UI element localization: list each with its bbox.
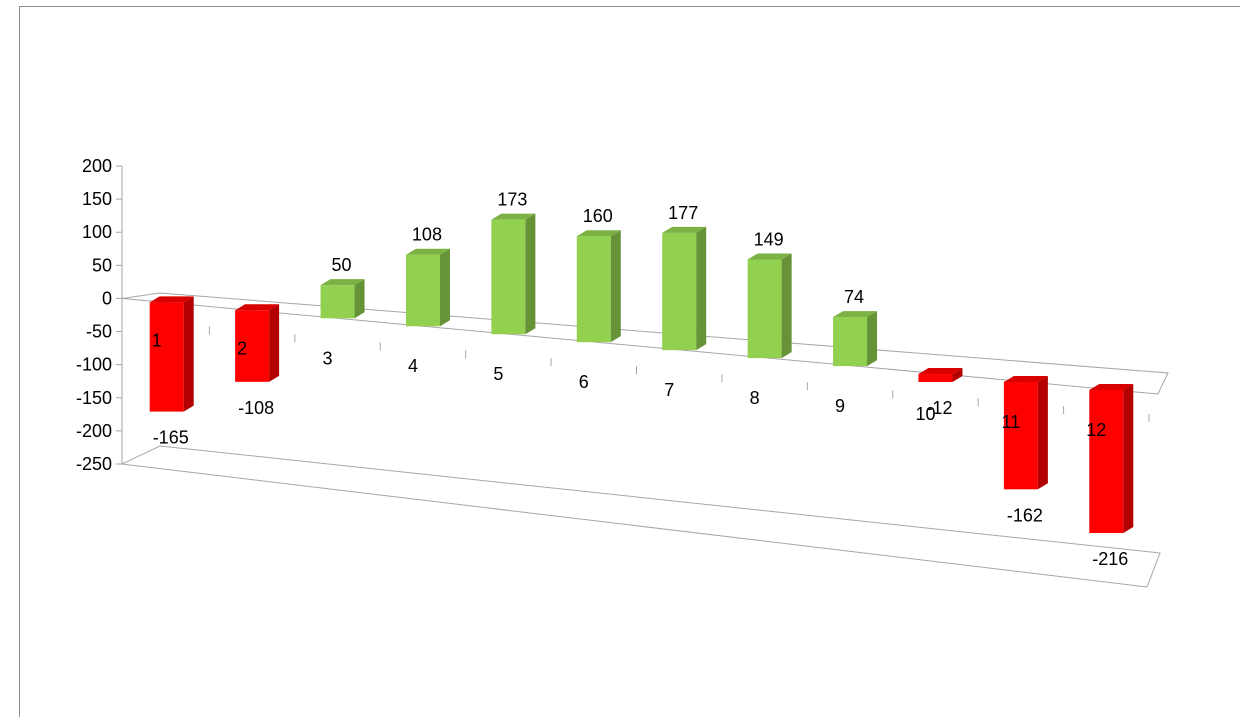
bar-10 bbox=[918, 374, 953, 382]
x-tick-label-12: 12 bbox=[1086, 420, 1106, 440]
x-tick-label-10: 10 bbox=[915, 404, 935, 424]
y-tick-label: -150 bbox=[76, 388, 112, 408]
bar-top-8 bbox=[747, 253, 792, 260]
y-tick-label: 200 bbox=[82, 156, 112, 176]
bar-side-12 bbox=[1123, 383, 1134, 534]
bar-top-10 bbox=[918, 368, 963, 375]
bar-top-9 bbox=[833, 311, 878, 318]
y-tick-label: -200 bbox=[76, 421, 112, 441]
bar-2 bbox=[235, 310, 270, 382]
y-tick-label: 150 bbox=[82, 189, 112, 209]
bar-side-4 bbox=[439, 248, 450, 327]
bar-side-11 bbox=[1037, 376, 1048, 490]
x-tick-label-2: 2 bbox=[237, 338, 247, 358]
y-tick-label: -100 bbox=[76, 355, 112, 375]
y-tick-label: 50 bbox=[92, 255, 112, 275]
bar-side-2 bbox=[269, 304, 280, 382]
y-tick-label: 100 bbox=[82, 222, 112, 242]
bar-5 bbox=[491, 219, 526, 335]
data-label-11: -162 bbox=[1007, 505, 1043, 525]
x-tick-label-3: 3 bbox=[323, 348, 333, 368]
bar-top-6 bbox=[576, 230, 621, 237]
data-label-5: 173 bbox=[497, 190, 527, 210]
bar-side-6 bbox=[610, 230, 621, 343]
bar-side-1 bbox=[183, 296, 194, 412]
data-label-12: -216 bbox=[1092, 549, 1128, 569]
chart-frame bbox=[19, 6, 1240, 717]
data-label-4: 108 bbox=[412, 225, 442, 245]
data-label-2: -108 bbox=[238, 398, 274, 418]
bar-1 bbox=[149, 302, 184, 412]
bar-12 bbox=[1089, 389, 1124, 534]
bar-3 bbox=[320, 285, 355, 319]
bar-side-10 bbox=[952, 368, 963, 382]
x-tick-label-11: 11 bbox=[1002, 412, 1021, 432]
data-label-7: 177 bbox=[668, 203, 698, 223]
bar-top-12 bbox=[1089, 383, 1134, 390]
x-tick-label-7: 7 bbox=[664, 380, 674, 400]
bar-top-4 bbox=[405, 248, 450, 255]
x-tick-label-1: 1 bbox=[152, 330, 162, 350]
bar-top-5 bbox=[491, 213, 536, 220]
x-tick-label-6: 6 bbox=[579, 372, 589, 392]
bar-top-11 bbox=[1003, 376, 1048, 383]
zero-plane bbox=[121, 292, 1169, 395]
data-label-10: -12 bbox=[926, 398, 952, 418]
bar-side-5 bbox=[525, 213, 536, 335]
bar-4 bbox=[405, 254, 440, 327]
data-label-8: 149 bbox=[754, 229, 784, 249]
x-tick-label-9: 9 bbox=[835, 396, 845, 416]
bar-6 bbox=[576, 236, 611, 343]
floor-plane bbox=[120, 445, 1161, 588]
bar-side-7 bbox=[696, 226, 707, 351]
bar-side-9 bbox=[867, 311, 878, 367]
data-label-1: -165 bbox=[153, 428, 189, 448]
data-label-6: 160 bbox=[583, 206, 613, 226]
x-tick-label-8: 8 bbox=[750, 388, 760, 408]
y-tick-label: -250 bbox=[76, 454, 112, 474]
data-label-3: 50 bbox=[332, 255, 352, 275]
y-tick-label: -50 bbox=[86, 322, 112, 342]
bar-top-1 bbox=[149, 296, 194, 303]
bar-side-3 bbox=[354, 279, 365, 319]
bar-9 bbox=[833, 317, 868, 367]
bar-top-3 bbox=[320, 279, 365, 286]
data-label-9: 74 bbox=[844, 287, 864, 307]
x-tick-label-5: 5 bbox=[493, 364, 503, 384]
bar-11 bbox=[1003, 382, 1038, 490]
bar-top-2 bbox=[235, 304, 280, 311]
bar-7 bbox=[662, 232, 697, 351]
bar-side-8 bbox=[781, 253, 792, 359]
y-tick-label: 0 bbox=[102, 288, 112, 308]
bar-8 bbox=[747, 259, 782, 359]
x-tick-label-4: 4 bbox=[408, 356, 418, 376]
bar-top-7 bbox=[662, 226, 707, 233]
